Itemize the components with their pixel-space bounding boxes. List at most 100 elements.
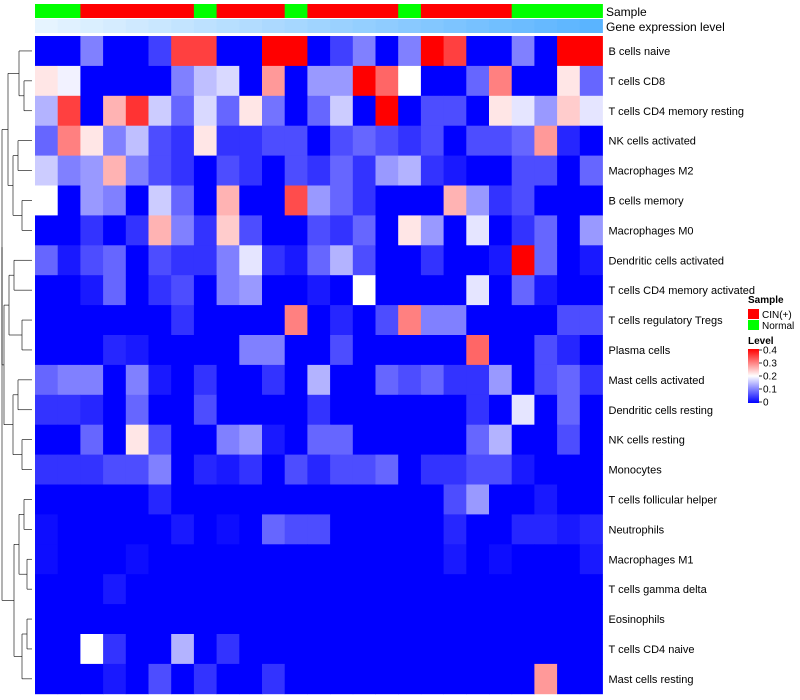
heatmap-cell [239,544,263,575]
heatmap-cell [352,544,376,575]
row-label: Eosinophils [609,614,666,626]
heatmap-cell [35,36,59,67]
heatmap-cell [466,65,490,97]
heatmap-cell [420,663,444,695]
heatmap-cell [489,663,513,695]
heatmap-cell [262,65,286,97]
heatmap-cell [307,634,331,665]
heatmap-cell [171,454,195,485]
heatmap-cell [579,65,603,97]
heatmap-cell [216,604,240,635]
sample-annotation-cell [466,4,490,18]
heatmap-cell [511,95,535,127]
heatmap-cell [557,514,581,545]
sample-annotation-cell [489,4,513,18]
heatmap-cell [511,155,535,186]
expression-annotation-cell [262,19,286,33]
heatmap-cell [239,454,263,485]
heatmap-cell [148,424,172,455]
expression-annotation-cell [148,19,172,33]
legend-label-cin: CIN(+) [762,310,792,321]
expression-annotation-cell [103,19,127,33]
heatmap-cell [420,125,444,156]
sample-annotation-cell [148,4,172,18]
heatmap-cell [284,335,308,366]
expression-annotation-cell [239,19,263,33]
expression-annotation-cell [420,19,444,33]
heatmap-cell [466,215,490,246]
heatmap-cell [148,155,172,186]
sample-annotation-cell [57,4,81,18]
heatmap-cell [125,335,149,366]
heatmap-cell [80,574,104,605]
heatmap-cell [443,65,467,97]
sample-annotation-cell [193,4,217,18]
heatmap-cell [284,245,308,276]
heatmap-cell [35,514,59,545]
expression-annotation-cell [398,19,422,33]
sample-annotation-cell [579,4,603,18]
heatmap-cell [239,305,263,336]
heatmap-cell [398,305,422,336]
heatmap-cell [420,634,444,665]
heatmap-cell [352,364,376,396]
heatmap-cell [262,454,286,485]
sample-annotation-cell [557,4,581,18]
heatmap-cell [125,604,149,635]
heatmap-cell [557,604,581,635]
heatmap-cell [534,544,558,575]
row-label: Neutrophils [609,524,665,536]
heatmap-cell [511,245,535,276]
heatmap-cell [466,275,490,306]
heatmap-cell [579,185,603,216]
heatmap-cell [262,574,286,605]
heatmap-cell [193,65,217,97]
heatmap-cell [398,544,422,575]
heatmap-cell [239,36,263,67]
heatmap-cell [216,424,240,455]
heatmap-cell [284,65,308,97]
sample-annotation-cell [534,4,558,18]
heatmap-cell [148,305,172,336]
expression-annotation-cell [511,19,535,33]
heatmap-cell [534,634,558,665]
heatmap-cell [420,364,444,396]
heatmap-cell [330,95,354,127]
sample-annotation-cell [80,4,104,18]
heatmap-cell [284,544,308,575]
heatmap-cell [35,364,59,396]
row-labels: B cells naive T cells CD8 T cells CD4 memo… [609,46,756,686]
heatmap-cell [262,95,286,127]
heatmap-cell [216,155,240,186]
heatmap-cell [80,604,104,635]
heatmap-cell [375,155,399,186]
heatmap-cell [125,364,149,396]
heatmap-cell [80,424,104,455]
heatmap-cell [284,604,308,635]
heatmap-cell [398,245,422,276]
heatmap-cell [171,125,195,156]
heatmap-cell [352,663,376,695]
heatmap-cell [284,484,308,515]
heatmap-cell [125,305,149,336]
heatmap-cell [262,514,286,545]
sample-annotation-cell [125,4,149,18]
heatmap-cell [193,245,217,276]
heatmap-cell [193,574,217,605]
heatmap-cell [330,245,354,276]
heatmap-cell [579,125,603,156]
heatmap-cell [420,574,444,605]
heatmap-cell [284,514,308,545]
heatmap-cell [511,544,535,575]
heatmap-cell [489,424,513,455]
heatmap-cell [375,95,399,127]
heatmap-cell [262,544,286,575]
heatmap-cell [216,394,240,426]
heatmap-cell [80,125,104,156]
heatmap-cell [375,514,399,545]
heatmap-cell [443,574,467,605]
heatmap-cell [262,275,286,306]
heatmap-cell [352,215,376,246]
heatmap-cell [398,574,422,605]
heatmap-cell [57,125,81,156]
